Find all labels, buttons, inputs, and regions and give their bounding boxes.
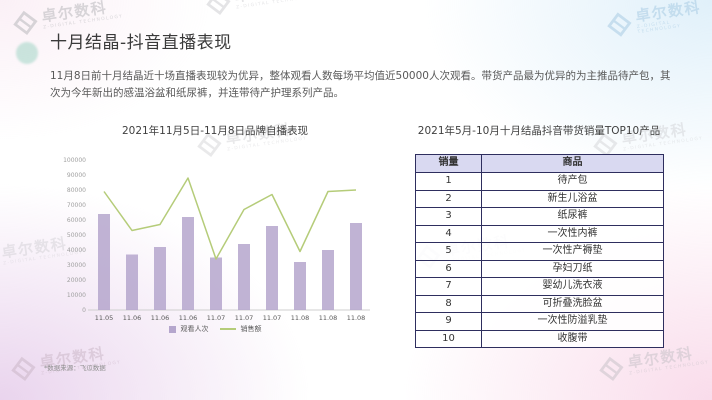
y-tick-label: 90000 bbox=[67, 172, 86, 179]
y-tick-label: 50000 bbox=[67, 232, 86, 239]
brand-subtitle: Z-DIGITAL TECHNOLOGY bbox=[622, 136, 704, 153]
product-cell: 一次性防溢乳垫 bbox=[481, 312, 664, 331]
y-tick-label: 20000 bbox=[67, 277, 86, 284]
chart-legend: 观看人次 销售额 bbox=[50, 324, 380, 334]
rank-cell: 2 bbox=[415, 189, 482, 208]
brand-logo-icon bbox=[11, 356, 36, 382]
product-cell: 可折叠洗脸盆 bbox=[481, 294, 664, 313]
viewers-bar bbox=[98, 214, 110, 310]
product-column-header: 商品 bbox=[481, 154, 664, 173]
brand-name: 卓尔数科 bbox=[634, 0, 703, 26]
product-cell: 收腹带 bbox=[481, 329, 664, 348]
viewers-bar bbox=[294, 262, 306, 310]
viewers-bar bbox=[182, 217, 194, 310]
x-tick-label: 11.08 bbox=[319, 314, 338, 322]
brand-logo-icon bbox=[206, 0, 231, 16]
rank-column-header: 销量 bbox=[415, 154, 482, 173]
product-cell: 婴幼儿洗衣液 bbox=[481, 277, 664, 296]
table-row: 3 纸尿裤 bbox=[415, 207, 664, 226]
y-tick-label: 40000 bbox=[67, 247, 86, 254]
viewers-bar bbox=[350, 223, 362, 310]
rank-cell: 5 bbox=[415, 242, 482, 261]
y-tick-label: 80000 bbox=[67, 187, 86, 194]
viewers-legend-label: 观看人次 bbox=[180, 325, 209, 333]
product-cell: 一次性产褥垫 bbox=[481, 242, 664, 261]
y-tick-label: 10000 bbox=[67, 292, 86, 299]
table-row: 2 新生儿浴盆 bbox=[415, 189, 664, 208]
brand-logo-icon bbox=[599, 356, 624, 382]
rank-cell: 9 bbox=[415, 312, 482, 331]
product-cell: 孕妇刀纸 bbox=[481, 259, 664, 278]
y-tick-label: 0 bbox=[82, 307, 86, 314]
table-row: 1 待产包 bbox=[415, 172, 664, 191]
data-source-note: *数据来源：飞瓜数据 bbox=[44, 364, 106, 372]
page-title: 十月结晶-抖音直播表现 bbox=[50, 33, 232, 53]
rank-cell: 3 bbox=[415, 207, 482, 226]
rank-cell: 4 bbox=[415, 224, 482, 243]
x-tick-label: 11.07 bbox=[263, 314, 282, 322]
rank-cell: 10 bbox=[415, 329, 482, 348]
top10-table: 销量 商品 1 待产包 2 新生儿浴盆 3 纸尿裤 4 一次性内裤 5 一次性产褥垫 6 孕妇刀纸 7 婴… bbox=[415, 154, 664, 348]
brand-subtitle: Z-DIGITAL TECHNOLOGY bbox=[628, 360, 710, 377]
table-row: 7 婴幼儿洗衣液 bbox=[415, 277, 664, 296]
x-tick-label: 11.07 bbox=[207, 314, 226, 322]
product-cell: 一次性内裤 bbox=[481, 224, 664, 243]
y-tick-label: 100000 bbox=[63, 157, 86, 164]
table-header-row: 销量 商品 bbox=[415, 154, 664, 173]
top10-table-title: 2021年5月-10月十月结晶抖音带货销量TOP10产品 bbox=[417, 125, 661, 137]
brand-subtitle: Z-DIGITAL TECHNOLOGY bbox=[636, 20, 682, 35]
viewers-bar bbox=[126, 254, 138, 310]
brand-logo-icon bbox=[13, 10, 38, 36]
product-cell: 待产包 bbox=[481, 172, 664, 191]
y-tick-label: 30000 bbox=[67, 262, 86, 269]
x-tick-label: 11.08 bbox=[347, 314, 366, 322]
sales-legend-label: 销售额 bbox=[240, 325, 262, 333]
viewers-legend-swatch bbox=[168, 325, 176, 333]
brand-subtitle: Z-DIGITAL TECHNOLOGY bbox=[235, 0, 317, 11]
viewers-bar bbox=[238, 244, 250, 310]
sales-legend-line bbox=[219, 328, 236, 330]
table-row: 9 一次性防溢乳垫 bbox=[415, 312, 664, 331]
brand-logo-icon bbox=[607, 12, 632, 37]
viewers-bar bbox=[266, 226, 278, 310]
table-row: 10 收腹带 bbox=[415, 329, 664, 348]
table-row: 4 一次性内裤 bbox=[415, 224, 664, 243]
table-row: 5 一次性产褥垫 bbox=[415, 242, 664, 261]
product-cell: 纸尿裤 bbox=[481, 207, 664, 226]
brand-name: 卓尔数科 bbox=[626, 344, 695, 372]
product-cell: 新生儿浴盆 bbox=[481, 189, 664, 208]
viewers-bar bbox=[322, 250, 334, 310]
viewers-bar bbox=[154, 247, 166, 310]
table-row: 8 可折叠洗脸盆 bbox=[415, 294, 664, 313]
x-tick-label: 11.06 bbox=[151, 314, 170, 322]
x-tick-label: 11.07 bbox=[235, 314, 254, 322]
summary-text: 11月8日前十月结晶近十场直播表现较为优异，整体观看人数每场平均值近50000人… bbox=[50, 70, 671, 100]
table-row: 6 孕妇刀纸 bbox=[415, 259, 664, 278]
x-tick-label: 11.05 bbox=[95, 314, 114, 322]
x-tick-label: 11.06 bbox=[179, 314, 198, 322]
rank-cell: 7 bbox=[415, 277, 482, 296]
viewers-bar bbox=[210, 257, 222, 310]
chart-title: 2021年11月5日-11月8日品牌自播表现 bbox=[121, 125, 309, 137]
sales-line bbox=[103, 177, 357, 260]
x-tick-label: 11.06 bbox=[123, 314, 142, 322]
y-tick-label: 70000 bbox=[67, 202, 86, 209]
brand-name: 卓尔数科 bbox=[40, 0, 109, 26]
rank-cell: 1 bbox=[415, 172, 482, 191]
rank-cell: 8 bbox=[415, 294, 482, 313]
decorative-dot bbox=[16, 42, 38, 64]
brand-name: 卓尔数科 bbox=[233, 0, 316, 6]
x-tick-label: 11.08 bbox=[291, 314, 310, 322]
live-performance-chart: 0 10000 20000 30000 40000 50000 60000 70000 8000… bbox=[63, 157, 370, 322]
rank-cell: 6 bbox=[415, 259, 482, 278]
y-tick-label: 60000 bbox=[67, 217, 86, 224]
